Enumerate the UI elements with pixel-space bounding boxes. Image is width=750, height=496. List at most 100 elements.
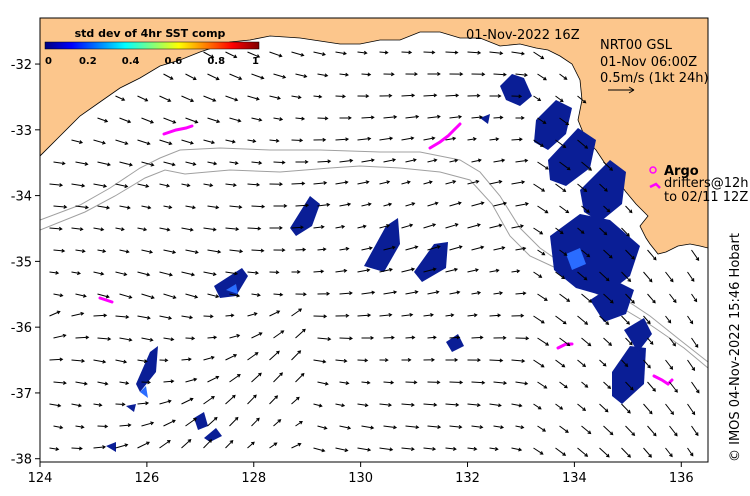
current-vector: [269, 225, 283, 230]
current-vector: [559, 205, 570, 214]
product-label: NRT00 GSL: [600, 38, 673, 53]
current-vector: [691, 249, 700, 261]
current-vector: [599, 315, 610, 325]
current-vector: [93, 313, 108, 318]
current-vector: [49, 310, 61, 317]
current-vector: [471, 158, 482, 163]
current-vector: [273, 419, 282, 427]
current-vector: [247, 139, 257, 143]
current-vector: [75, 335, 90, 340]
current-vector: [537, 249, 546, 256]
current-vector: [687, 359, 696, 371]
current-vector: [137, 401, 150, 406]
current-vector: [141, 161, 155, 167]
current-vector: [515, 381, 529, 386]
current-vector: [577, 315, 589, 325]
current-vector: [49, 403, 62, 408]
current-vector: [163, 117, 177, 124]
current-vector: [383, 72, 395, 77]
current-vector: [75, 425, 85, 429]
current-vector: [599, 447, 610, 458]
current-vector: [669, 425, 678, 437]
current-vector: [185, 205, 196, 210]
colorbar-title: std dev of 4hr SST comp: [75, 27, 226, 40]
current-vector: [203, 139, 216, 145]
current-vector: [445, 357, 459, 362]
current-vector: [621, 403, 631, 414]
current-vector: [115, 139, 129, 145]
current-vector: [643, 447, 652, 458]
current-vector: [643, 271, 653, 283]
current-vector: [405, 72, 418, 77]
sst-patch-highlights: [140, 248, 586, 398]
current-vector: [207, 73, 220, 81]
current-vector: [647, 381, 656, 392]
current-vector: [445, 313, 455, 318]
current-vector: [357, 224, 367, 229]
current-vector: [225, 183, 237, 187]
current-vector: [335, 313, 350, 318]
current-vector: [295, 73, 308, 78]
current-vector: [555, 315, 567, 325]
current-vector: [423, 402, 438, 407]
current-vector: [357, 447, 372, 452]
current-vector: [53, 293, 64, 298]
current-vector: [49, 183, 64, 188]
current-vector: [401, 50, 413, 55]
current-vector: [313, 94, 323, 99]
current-vector: [625, 205, 633, 214]
current-vector: [317, 291, 331, 296]
current-vector: [93, 359, 107, 364]
current-vector: [159, 315, 173, 320]
current-vector: [185, 417, 197, 427]
vector-scale-label: 0.5m/s (1kt 24h): [600, 71, 709, 86]
current-vector: [229, 73, 243, 80]
current-vector: [379, 447, 394, 452]
current-vector: [423, 267, 437, 273]
current-vector: [361, 158, 375, 163]
current-vector: [379, 358, 389, 363]
current-vector: [467, 358, 481, 363]
current-vector: [445, 446, 457, 451]
current-vector: [669, 337, 676, 347]
current-vector: [471, 201, 485, 207]
current-vector: [71, 311, 85, 317]
current-vector: [291, 138, 304, 143]
current-vector: [291, 396, 300, 405]
current-vector: [449, 114, 463, 119]
current-vector: [665, 403, 674, 415]
current-vector: [449, 201, 462, 207]
current-vector: [687, 447, 694, 457]
current-vector: [273, 372, 283, 383]
current-vector: [423, 180, 433, 185]
current-vector: [163, 419, 176, 427]
current-vector: [203, 355, 215, 361]
current-vector: [665, 447, 673, 458]
colorbar-tick-label: 0: [45, 56, 52, 67]
current-vector: [137, 95, 149, 102]
current-vector: [603, 205, 611, 213]
current-vector: [49, 270, 60, 275]
current-vector: [511, 180, 526, 185]
current-vector: [603, 425, 614, 436]
current-vector: [533, 447, 544, 455]
current-vector: [313, 447, 326, 453]
current-vector: [185, 293, 199, 299]
current-vector: [141, 249, 154, 254]
current-vector: [515, 336, 530, 341]
current-vector: [357, 358, 369, 363]
current-vector: [273, 117, 284, 122]
current-vector: [335, 224, 346, 229]
argo-label: Argo: [664, 164, 699, 179]
current-vector: [273, 73, 287, 79]
product-time: 01-Nov 06:00Z: [600, 55, 697, 70]
current-vector: [489, 179, 503, 185]
current-vector: [625, 425, 636, 437]
current-vector: [119, 161, 133, 167]
current-vector: [467, 403, 481, 407]
current-vector: [383, 115, 398, 119]
current-vector: [115, 95, 126, 101]
current-vector: [669, 381, 678, 393]
current-vector: [251, 73, 265, 80]
current-vector: [625, 293, 635, 304]
